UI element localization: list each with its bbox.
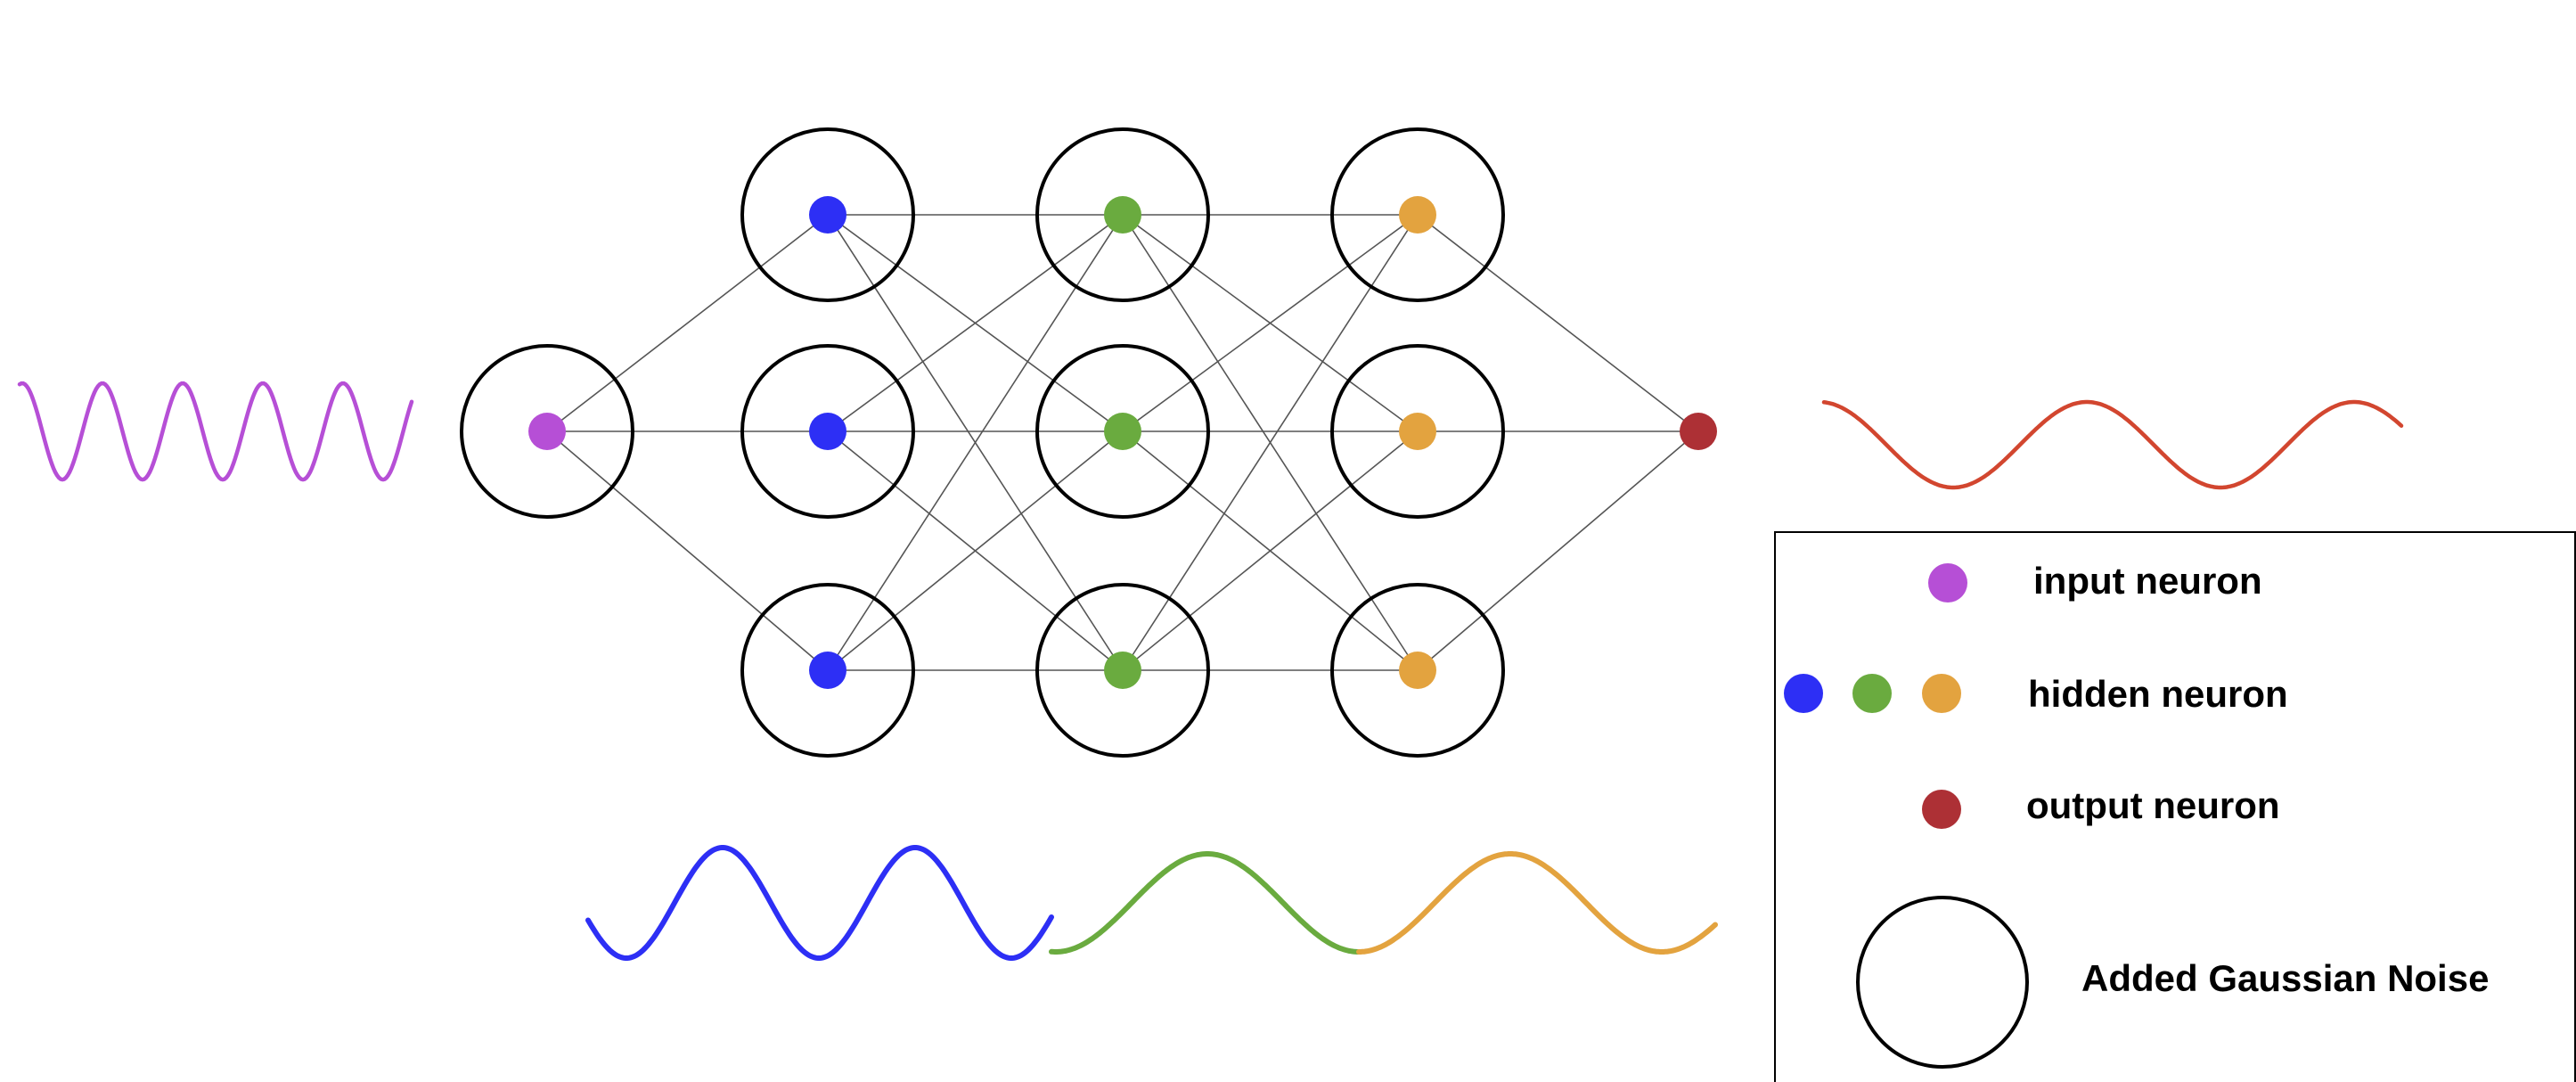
edge-hidden-2-2-to-hidden-3-1	[1122, 214, 1419, 432]
noise-ring-hidden-1-2	[740, 344, 915, 519]
neuron-hidden-2-3	[1104, 652, 1141, 689]
edge-input-1-to-hidden-1-3	[546, 430, 829, 671]
neurons	[528, 196, 1717, 689]
legend-noise-label: Added Gaussian Noise	[2081, 957, 2489, 999]
neuron-hidden-2-1	[1104, 196, 1141, 234]
neuron-hidden-3-3	[1399, 652, 1436, 689]
neuron-hidden-2-2	[1104, 413, 1141, 450]
noise-ring-hidden-2-3	[1035, 583, 1210, 758]
edge-hidden-2-3-to-hidden-3-2	[1122, 430, 1419, 671]
edge-hidden-3-3-to-output-1	[1417, 430, 1699, 671]
noise-ring-hidden-3-1	[1330, 127, 1505, 302]
edge-hidden-3-1-to-output-1	[1417, 214, 1699, 432]
edge-hidden-2-3-to-hidden-3-1	[1122, 214, 1419, 671]
neuron-input-1	[528, 413, 566, 450]
hidden-signal-wave-layer-2	[1049, 851, 1361, 955]
legend-output-label: output neuron	[2026, 784, 2280, 826]
legend-output-neuron-marker	[1922, 790, 1961, 829]
edge-hidden-1-2-to-hidden-2-1	[827, 214, 1124, 432]
input-signal-wave	[17, 381, 414, 482]
hidden-signal-wave-layer-1	[585, 845, 1054, 961]
neuron-hidden-1-2	[809, 413, 846, 450]
output-signal-wave	[1821, 399, 2404, 490]
noise-ring-hidden-2-1	[1035, 127, 1210, 302]
neuron-hidden-3-2	[1399, 413, 1436, 450]
noise-ring-hidden-2-2	[1035, 344, 1210, 519]
legend-box	[1774, 531, 2576, 1082]
edge-hidden-1-3-to-hidden-2-1	[827, 214, 1124, 671]
neuron-hidden-1-1	[809, 196, 846, 234]
legend-input-label: input neuron	[2033, 560, 2262, 602]
noise-ring-hidden-3-3	[1330, 583, 1505, 758]
legend-input-neuron-marker	[1928, 563, 1967, 602]
legend-hidden-neuron-marker-3	[1922, 674, 1961, 713]
edge-input-1-to-hidden-1-1	[546, 214, 829, 432]
edge-hidden-1-3-to-hidden-2-2	[827, 430, 1124, 671]
connection-edges	[546, 214, 1699, 671]
legend-hidden-neuron-marker-2	[1852, 674, 1892, 713]
legend-hidden-neuron-marker-1	[1784, 674, 1823, 713]
noise-ring-hidden-1-3	[740, 583, 915, 758]
noise-ring-hidden-1-1	[740, 127, 915, 302]
noise-ring-input-1	[460, 344, 634, 519]
signal-waves	[17, 381, 2404, 961]
legend-noise-ring-marker	[1856, 896, 2029, 1069]
neuron-output-1	[1680, 413, 1717, 450]
noise-ring-hidden-3-2	[1330, 344, 1505, 519]
legend: input neuron hidden neuron output neuron…	[1774, 531, 2576, 1082]
noise-rings	[460, 127, 1505, 758]
neuron-hidden-3-1	[1399, 196, 1436, 234]
hidden-signal-wave-layer-3	[1356, 851, 1718, 955]
legend-hidden-label: hidden neuron	[2028, 673, 2288, 715]
neuron-hidden-1-3	[809, 652, 846, 689]
